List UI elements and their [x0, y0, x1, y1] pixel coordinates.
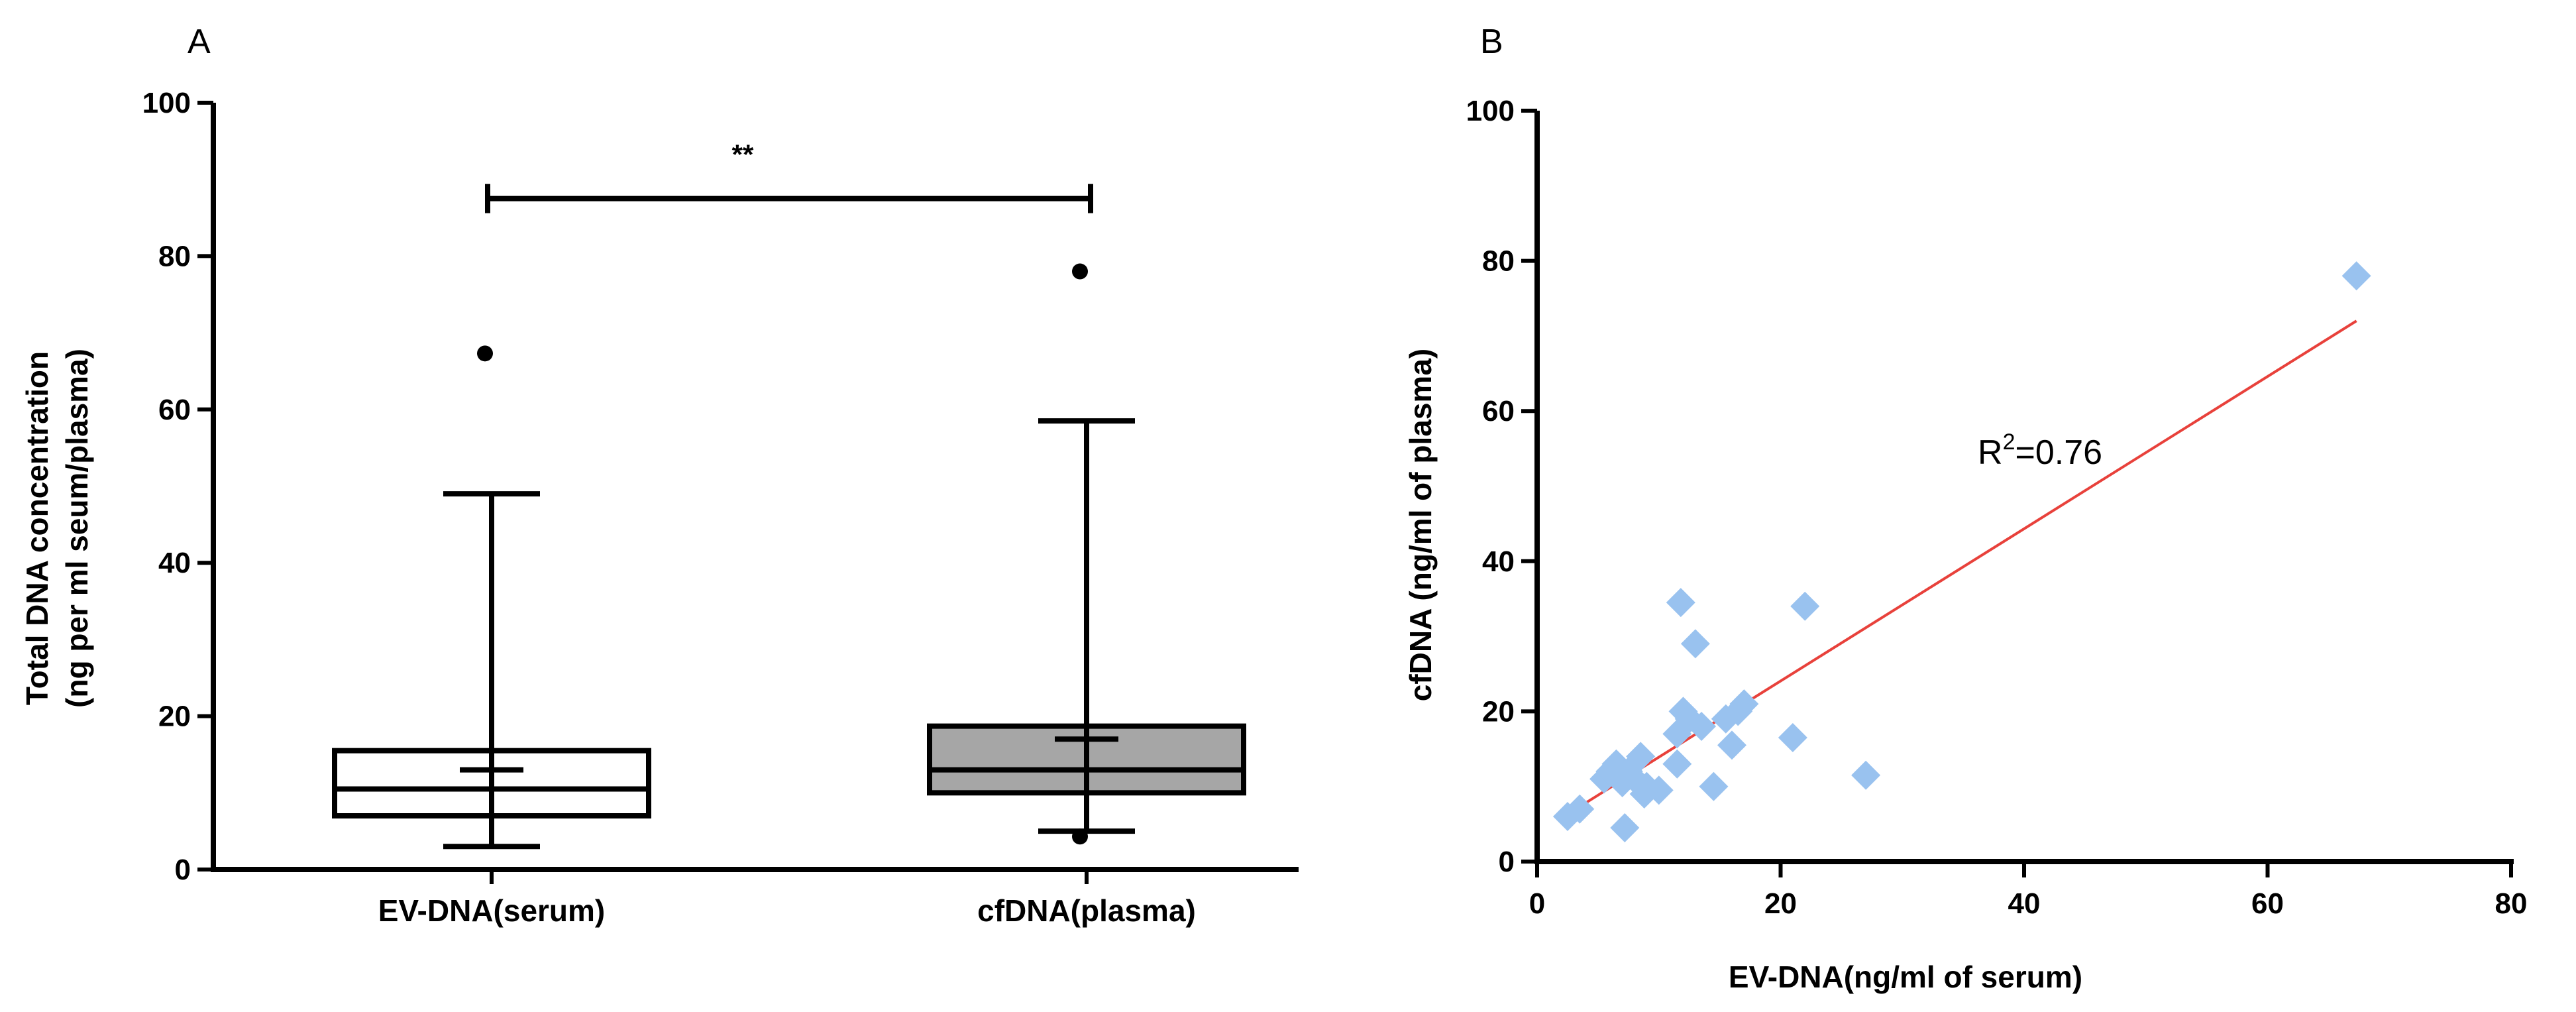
y-tick-label: 80: [158, 240, 191, 272]
scatter-point: [1644, 775, 1674, 805]
scatter-point: [1687, 712, 1717, 742]
scatter-plot-panel-b: cfDNA (ng/ml of plasma) EV-DNA(ng/ml of …: [1403, 95, 2527, 994]
outlier-point: [1072, 263, 1088, 280]
y-tick-label: 20: [1482, 695, 1515, 728]
scatter-point: [1717, 730, 1746, 760]
outlier-point: [477, 345, 493, 362]
panel-b-y-ticks: 0 20 40 60 80 100: [1466, 95, 1537, 878]
scatter-point: [1626, 742, 1656, 771]
x-tick-label: 20: [1764, 887, 1797, 920]
y-tick-label: 20: [158, 701, 191, 733]
y-tick-label: 0: [1499, 846, 1515, 878]
x-tick-label: 40: [2008, 887, 2041, 920]
y-tick-label: 100: [1466, 95, 1515, 127]
category-label: EV-DNA(serum): [378, 893, 606, 928]
regression-line: [1566, 319, 2357, 816]
outlier-point: [1072, 828, 1088, 845]
panel-a-categories: EV-DNA(serum) cfDNA(plasma): [378, 870, 1196, 928]
scatter-point: [1666, 588, 1695, 618]
scatter-points: [1552, 261, 2371, 843]
x-tick-label: 60: [2251, 887, 2284, 920]
scatter-point: [1729, 689, 1759, 719]
x-tick-label: 80: [2495, 887, 2528, 920]
scatter-point: [1699, 771, 1729, 801]
panel-a-boxes: [332, 263, 1246, 850]
y-tick-label: 40: [1482, 545, 1515, 578]
r-squared-base: R: [1978, 433, 2003, 472]
panel-b-y-axis-title: cfDNA (ng/ml of plasma): [1403, 349, 1438, 701]
scatter-point: [1662, 749, 1692, 779]
scatter-point: [1680, 629, 1710, 659]
regression-line-segment: [1566, 319, 2357, 816]
panel-a-y-ticks: 0 20 40 60 80 100: [142, 87, 213, 886]
panel-a-label: A: [188, 23, 211, 61]
significance-bracket: **: [485, 139, 1093, 213]
panel-b-label: B: [1480, 23, 1503, 61]
y-tick-label: 40: [158, 547, 191, 579]
r-squared-value: =0.76: [2015, 433, 2102, 472]
box-plot-panel-a: Total DNA concentration (ng per ml seum/…: [20, 87, 1299, 928]
scatter-point: [1851, 760, 1881, 790]
scatter-point: [1778, 723, 1807, 753]
y-tick-label: 100: [142, 87, 191, 119]
category-label: cfDNA(plasma): [977, 893, 1196, 928]
x-tick-label: 0: [1529, 887, 1545, 920]
scatter-point: [1790, 591, 1820, 621]
r-squared-superscript: 2: [2003, 429, 2015, 455]
r-squared-annotation: R2=0.76: [1978, 429, 2102, 472]
y-tick-label: 80: [1482, 245, 1515, 278]
y-tick-label: 60: [158, 394, 191, 426]
y-tick-label: 0: [175, 854, 191, 886]
scatter-point: [2341, 261, 2371, 291]
panel-a-y-axis-title-line2: (ng per ml seum/plasma): [60, 349, 94, 708]
scatter-point: [1610, 813, 1640, 843]
scatter-point: [1565, 794, 1595, 824]
y-tick-label: 60: [1482, 395, 1515, 427]
panel-b-x-ticks: 0 20 40 60 80: [1529, 862, 2528, 920]
panel-a-y-axis-title-line1: Total DNA concentration: [20, 351, 54, 705]
significance-stars: **: [732, 139, 754, 170]
panel-b-x-axis-title: EV-DNA(ng/ml of serum): [1729, 960, 2082, 994]
